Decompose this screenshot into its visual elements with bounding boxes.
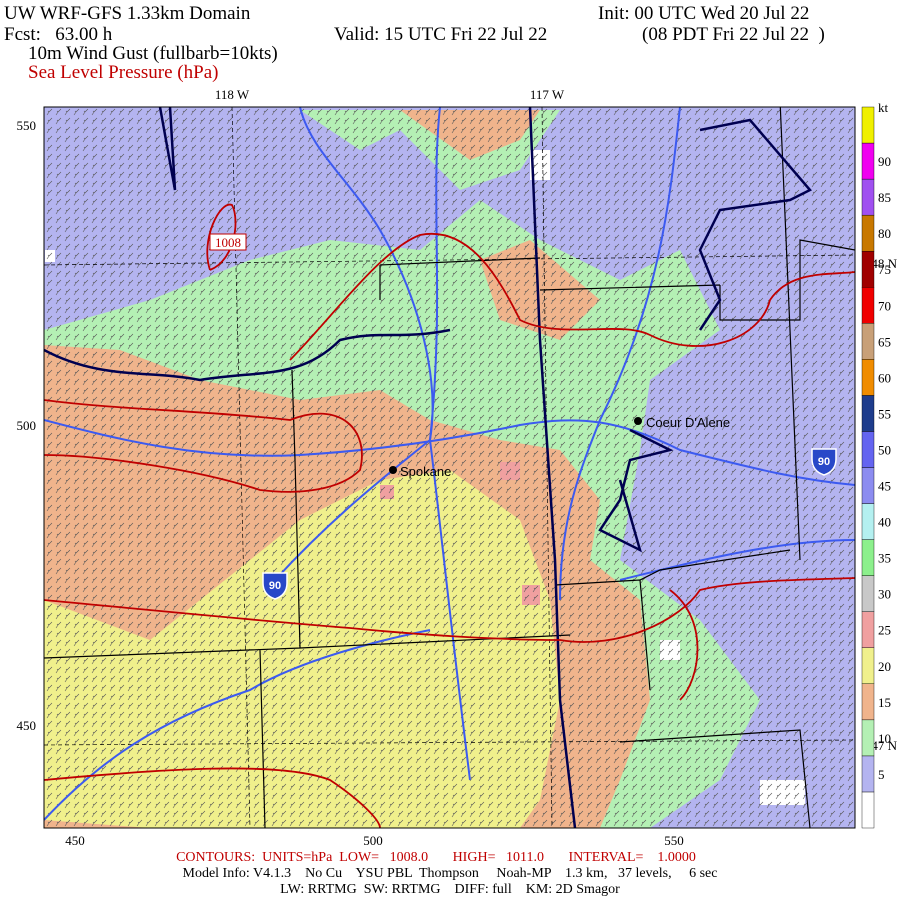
city-label: Coeur D'Alene <box>646 415 730 430</box>
colorbar-swatch <box>861 791 875 829</box>
highway-number: 90 <box>269 580 281 592</box>
colorbar-swatch <box>861 575 875 612</box>
model-info: Model Info: V4.1.3 No Cu YSU PBL Thompso… <box>183 866 718 881</box>
colorbar-label: 30 <box>878 587 891 602</box>
x-label: 500 <box>363 833 383 848</box>
colorbar-swatch <box>861 683 875 721</box>
state-border <box>44 107 812 828</box>
y-label: 500 <box>17 418 37 433</box>
colorbar-swatch <box>861 719 875 757</box>
colorbar-swatch <box>861 359 875 396</box>
lat-label: 47 N <box>871 738 897 753</box>
colorbar-label: 60 <box>878 370 891 385</box>
city-label: Spokane <box>400 464 451 479</box>
map-area: 90 90 1008 Spokane Coeur D'Alene <box>44 107 855 828</box>
colorbar-label: 15 <box>878 695 891 710</box>
x-label: 550 <box>664 833 684 848</box>
rivers <box>44 107 855 821</box>
colorbar-swatch <box>861 647 875 684</box>
y-label: 450 <box>17 718 37 733</box>
colorbar-label: 5 <box>878 767 885 782</box>
colorbar-label: 45 <box>878 479 891 494</box>
county-borders <box>44 107 855 828</box>
colorbar-swatch <box>861 250 875 288</box>
lat-label: 48 N <box>871 256 897 271</box>
highway-number: 90 <box>818 456 830 468</box>
title: UW WRF-GFS 1.33km Domain <box>4 3 251 24</box>
colorbar-label: 90 <box>878 154 891 169</box>
colorbar-label: 65 <box>878 334 891 349</box>
field-name: Sea Level Pressure (hPa) <box>28 62 218 83</box>
colorbar-unit: kt <box>878 100 889 115</box>
colorbar-swatch <box>861 395 875 432</box>
graticule <box>44 107 855 828</box>
lon-label: 117 W <box>530 87 565 102</box>
forecast-hour: Fcst: 63.00 h <box>4 24 113 45</box>
colorbar-swatch <box>861 431 875 468</box>
colorbar-label: 10 <box>878 731 891 746</box>
lon-label: 118 W <box>215 87 250 102</box>
contour-label-box <box>209 233 247 251</box>
pressure-contours <box>44 203 855 828</box>
colorbar-swatch <box>861 755 875 793</box>
colorbar-swatch <box>861 287 875 324</box>
colorbar: 5 10 15 20 25 30 35 40 45 50 55 60 65 70 75 80 85 90 <box>861 106 891 829</box>
colorbar-swatch <box>861 142 875 180</box>
colorbar-label: 80 <box>878 226 891 241</box>
colorbar-swatch <box>861 178 875 216</box>
field-name: 10m Wind Gust (fullbarb=10kts) <box>28 43 278 64</box>
map-frame <box>43 106 856 829</box>
city-marker <box>634 417 642 425</box>
physics-info: LW: RRTMG SW: RRTMG DIFF: full KM: 2D Sm… <box>280 882 620 897</box>
colorbar-swatch <box>861 503 875 540</box>
colorbar-swatch <box>861 323 875 360</box>
wind-barbs <box>44 107 855 828</box>
colorbar-swatch <box>861 214 875 252</box>
colorbar-swatch <box>861 467 875 504</box>
colorbar-label: 70 <box>878 298 891 313</box>
highway-shield: 90 <box>262 572 288 600</box>
colorbar-label: 75 <box>878 262 891 277</box>
colorbar-label: 40 <box>878 515 891 530</box>
y-label: 550 <box>17 118 37 133</box>
colorbar-label: 20 <box>878 659 891 674</box>
colorbar-swatch <box>861 611 875 648</box>
colorbar-label: 50 <box>878 442 891 457</box>
colorbar-label: 25 <box>878 623 891 638</box>
city-marker <box>389 466 397 474</box>
local-time: (08 PDT Fri 22 Jul 22 ) <box>642 24 825 45</box>
colorbar-label: 35 <box>878 551 891 566</box>
colorbar-swatch <box>861 539 875 576</box>
contour-info: CONTOURS: UNITS=hPa LOW= 1008.0 HIGH= 10… <box>176 850 696 865</box>
x-label: 450 <box>65 833 85 848</box>
colorbar-label: 85 <box>878 190 891 205</box>
colorbar-swatch <box>861 106 875 144</box>
valid-time: Valid: 15 UTC Fri 22 Jul 22 <box>334 24 547 45</box>
colorbar-label: 55 <box>878 406 891 421</box>
highway-shield: 90 <box>811 448 837 476</box>
init-time: Init: 00 UTC Wed 20 Jul 22 <box>598 3 809 24</box>
contour-label: 1008 <box>215 235 241 250</box>
